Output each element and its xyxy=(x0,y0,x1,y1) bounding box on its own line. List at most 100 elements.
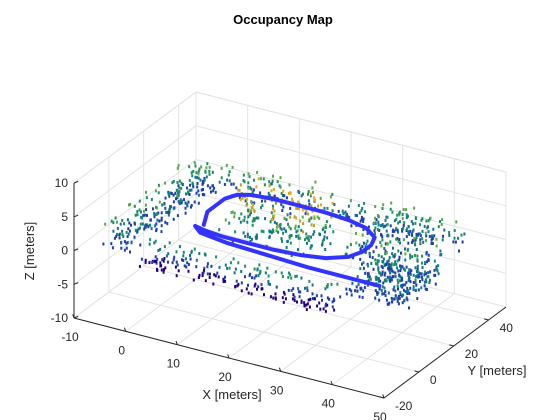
occupied-cell-point xyxy=(196,185,199,189)
occupied-cell-point xyxy=(360,287,363,291)
occupied-cell-point xyxy=(270,211,273,215)
occupied-cell-point xyxy=(304,212,307,216)
occupied-cell-point xyxy=(190,251,193,255)
occupied-cell-point xyxy=(430,238,433,242)
occupied-cell-point xyxy=(377,254,380,257)
occupied-cell-point xyxy=(144,260,147,264)
occupied-cell-point xyxy=(364,271,367,275)
occupied-cell-point xyxy=(128,203,130,207)
occupied-cell-point xyxy=(220,176,223,180)
floor-grid-line-x xyxy=(125,239,248,332)
occupied-cell-point xyxy=(168,210,171,214)
occupied-cell-point xyxy=(372,250,375,254)
occupied-cell-point xyxy=(416,267,419,271)
occupied-cell-point xyxy=(138,208,141,212)
occupied-cell-point xyxy=(137,227,140,231)
y-tick-mark xyxy=(449,344,454,347)
occupied-cell-point xyxy=(307,190,310,193)
occupied-cell-point xyxy=(259,191,262,195)
robot-trajectory-line xyxy=(193,192,382,288)
occupied-cell-point xyxy=(419,223,421,227)
occupied-cell-point xyxy=(321,239,324,243)
occupied-cell-point xyxy=(311,292,314,296)
occupied-cell-point xyxy=(162,270,165,274)
occupied-cell-point xyxy=(233,271,236,275)
occupied-cell-point xyxy=(305,232,308,236)
x-tick-mark xyxy=(123,327,127,332)
occupied-cell-point xyxy=(254,235,257,239)
occupied-cell-point xyxy=(326,206,329,210)
occupied-cell-point xyxy=(412,222,414,226)
occupied-cell-point xyxy=(293,299,296,302)
occupied-cell-point xyxy=(260,229,263,233)
occupied-cell-point xyxy=(333,203,336,206)
occupied-cell-point xyxy=(184,211,187,215)
occupied-cell-point xyxy=(415,283,418,287)
occupied-cell-point xyxy=(224,218,227,222)
occupied-cell-point xyxy=(381,285,384,289)
occupied-cell-point xyxy=(165,254,168,258)
occupied-cell-point xyxy=(361,233,364,237)
occupied-cell-point xyxy=(405,265,408,269)
occupied-cell-point xyxy=(280,237,283,241)
occupied-cell-point xyxy=(249,209,252,213)
axes-frame xyxy=(72,180,507,399)
occupied-cell-point xyxy=(409,253,412,257)
occupied-cell-point xyxy=(392,288,395,292)
occupied-cell-point xyxy=(157,191,160,195)
occupied-cell-point xyxy=(391,275,394,279)
occupied-cell-point xyxy=(322,307,325,311)
occupied-cell-point xyxy=(305,209,308,213)
occupied-cell-point xyxy=(134,213,137,217)
occupied-cell-point xyxy=(354,213,357,217)
occupied-cell-point xyxy=(323,235,326,239)
occupied-cell-point xyxy=(240,183,243,187)
occupied-cell-point xyxy=(163,257,166,260)
occupied-cell-point xyxy=(183,198,185,202)
occupied-cell-point xyxy=(154,239,157,243)
occupied-cell-point xyxy=(123,248,126,252)
occupied-cell-point xyxy=(397,221,400,225)
occupied-cell-point xyxy=(156,206,159,210)
occupied-cell-point xyxy=(371,256,374,260)
occupied-cell-point xyxy=(408,268,411,272)
occupied-cell-point xyxy=(160,224,163,228)
occupied-cell-point xyxy=(428,234,431,238)
occupied-cell-point xyxy=(247,215,250,219)
occupied-cell-point xyxy=(242,179,245,183)
occupied-cell-point xyxy=(412,273,415,277)
floor-grid-line-y xyxy=(143,265,454,347)
occupied-cell-point xyxy=(339,295,342,299)
occupied-cell-point xyxy=(430,242,433,245)
x-tick-label: 50 xyxy=(373,410,387,420)
occupied-cell-point xyxy=(153,241,156,245)
occupied-cell-point xyxy=(182,259,185,262)
occupied-cell-point xyxy=(345,213,348,217)
occupied-cell-point xyxy=(228,266,231,270)
occupied-cell-point xyxy=(202,188,204,191)
occupied-cell-point xyxy=(128,229,131,233)
occupied-cell-point xyxy=(310,235,313,239)
occupied-cell-point xyxy=(409,256,412,260)
occupied-cell-point xyxy=(376,262,379,266)
occupied-cell-point xyxy=(408,275,410,279)
occupied-cell-point xyxy=(297,248,299,252)
occupied-cell-point xyxy=(172,193,175,197)
occupied-cell-point xyxy=(252,188,255,192)
occupied-cell-point xyxy=(167,252,170,256)
occupied-cell-point xyxy=(422,240,425,244)
occupied-cell-point xyxy=(283,216,286,220)
occupied-cell-point xyxy=(407,277,410,281)
occupied-cell-point xyxy=(408,306,410,310)
occupied-cell-point xyxy=(176,181,179,184)
occupied-cell-point xyxy=(246,220,249,224)
floor-grid-line-y xyxy=(178,239,489,321)
occupied-cell-point xyxy=(377,279,380,283)
occupied-cell-point xyxy=(391,269,394,273)
occupied-cell-point xyxy=(415,275,418,279)
floor-grid-line-x xyxy=(280,279,403,372)
occupied-cell-point xyxy=(349,199,352,203)
occupied-cell-point xyxy=(208,272,211,276)
occupied-cell-point xyxy=(374,232,376,236)
x-tick-label: 0 xyxy=(118,343,125,357)
